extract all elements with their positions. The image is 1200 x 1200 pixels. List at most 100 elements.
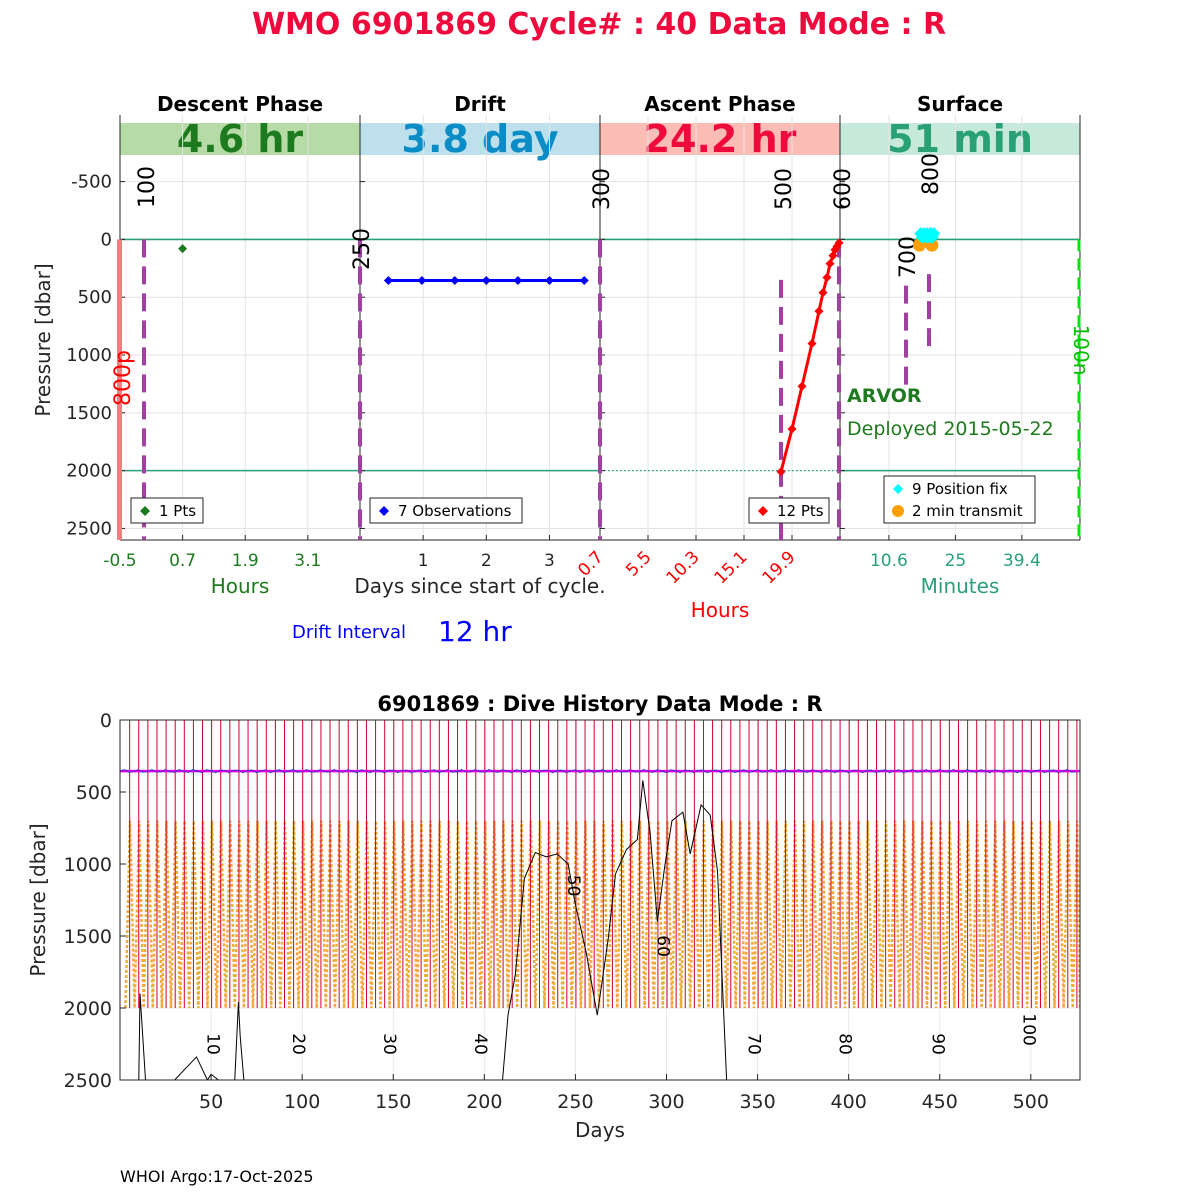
dive-history-title: 6901869 : Dive History Data Mode : R xyxy=(377,692,822,716)
ascent-xtick-label: 5.5 xyxy=(622,547,655,580)
surface-marker-label-right: 800 xyxy=(919,153,944,195)
descent-point xyxy=(178,244,188,254)
dive-xtick-label: 400 xyxy=(831,1091,867,1113)
cycle-label: 90 xyxy=(927,1033,947,1055)
ascent-legend-marker xyxy=(758,506,768,516)
cycle-ytick-label: 500 xyxy=(78,287,112,308)
ascent-point xyxy=(814,306,824,316)
surface-xlabel: Minutes xyxy=(921,574,1000,598)
ascent-xlabel: Hours xyxy=(691,598,750,622)
dive-xtick-label: 350 xyxy=(739,1091,775,1113)
cycle-label: 40 xyxy=(470,1033,490,1055)
drift-point xyxy=(579,275,589,285)
deployment-date: Deployed 2015-05-22 xyxy=(847,418,1054,440)
descent-duration: 4.6 hr xyxy=(177,117,304,161)
drift-point xyxy=(513,275,523,285)
cycle-ytick-label: 1500 xyxy=(66,403,112,424)
drift-pressure-trace xyxy=(120,768,1077,774)
drift-point xyxy=(544,275,554,285)
cycle-ytick-label: 2000 xyxy=(66,461,112,482)
drift-point xyxy=(417,275,427,285)
drift-point xyxy=(481,275,491,285)
cycle-ytick-label: 2500 xyxy=(66,518,112,539)
descent-legend-label: 1 Pts xyxy=(159,502,196,520)
ascent-xtick-label: 19.9 xyxy=(759,547,800,588)
dive-xtick-label: 150 xyxy=(375,1091,411,1113)
dive-ytick-label: 0 xyxy=(100,710,112,732)
dive-history-frame xyxy=(119,719,1081,1081)
cycle-label: 70 xyxy=(743,1033,763,1055)
drift-point xyxy=(383,275,393,285)
surface-xtick-label: 25 xyxy=(945,551,967,571)
cycle-label: 60 xyxy=(652,935,672,957)
drift-xtick-label: 2 xyxy=(481,551,492,571)
drift-duration-band xyxy=(360,123,600,155)
ascent-point xyxy=(787,424,797,434)
dive-xtick-label: 200 xyxy=(466,1091,502,1113)
ascent-point xyxy=(818,288,828,298)
cycle-yticks: -500 0 500 1000 1500 2000 2500 xyxy=(66,172,112,540)
drift-xlabel: Days since start of cycle. xyxy=(354,574,605,598)
surface-phase-title: Surface xyxy=(917,92,1003,116)
dive-history-chart: 6901869 : Dive History Data Mode : R 10 2… xyxy=(26,692,1081,1142)
ascent-marker-label-right: 600 xyxy=(831,168,856,210)
surface-side-label: 100n xyxy=(1069,325,1093,376)
footer-text: WHOI Argo:17-Oct-2025 xyxy=(120,1167,314,1186)
surface-xtick-label: 39.4 xyxy=(1003,551,1041,571)
dive-xtick-label: 500 xyxy=(1013,1091,1049,1113)
drift-phase-title: Drift xyxy=(454,92,506,116)
cycle-ylabel: Pressure [dbar] xyxy=(31,263,55,416)
surface-legend-marker xyxy=(893,484,903,494)
ascent-phase-title: Ascent Phase xyxy=(644,92,795,116)
cycle-label: 30 xyxy=(379,1033,399,1055)
surface-legend-marker xyxy=(892,505,904,517)
cycle-label: 20 xyxy=(288,1033,308,1055)
cycle-ytick-label: 1000 xyxy=(66,345,112,366)
ascent-duration-band xyxy=(600,123,840,155)
cycle-ytick-label: -500 xyxy=(71,172,112,193)
descent-marker-label: 100 xyxy=(135,166,160,208)
descent-start-bar xyxy=(117,239,122,540)
surface-legend-label: 9 Position fix xyxy=(912,480,1008,498)
cycle-ytick-label: 0 xyxy=(101,229,112,250)
surface-legend-box xyxy=(883,475,1036,524)
drift-legend-marker xyxy=(379,506,389,516)
descent-legend-box xyxy=(130,497,204,524)
dive-ytick-label: 500 xyxy=(76,782,112,804)
drift-duration: 3.8 day xyxy=(402,117,559,161)
descent-side-label: 800p xyxy=(111,350,136,406)
surface-legend: 9 Position fix 2 min transmit xyxy=(883,475,1036,524)
ascent-xtick-label: 10.3 xyxy=(663,547,704,588)
dive-ytick-label: 2000 xyxy=(64,998,112,1020)
descent-xtick-label: 1.9 xyxy=(232,551,259,571)
ascent-duration: 24.2 hr xyxy=(644,117,797,161)
drift-legend: 7 Observations xyxy=(369,497,523,524)
drift-marker-label-right: 300 xyxy=(590,168,615,210)
ascent-marker-label-left: 500 xyxy=(772,168,797,210)
drift-point xyxy=(450,275,460,285)
dive-history-line xyxy=(138,780,728,1080)
ascent-point xyxy=(776,467,786,477)
descent-xtick-label: 0.7 xyxy=(169,551,196,571)
dive-ytick-label: 1000 xyxy=(64,854,112,876)
descent-duration-band xyxy=(120,123,360,155)
position-fix-point xyxy=(925,230,939,244)
cycle-label: 100 xyxy=(1019,1013,1039,1045)
ascent-point xyxy=(797,381,807,391)
descent-legend-marker xyxy=(140,506,150,516)
dive-xtick-label: 250 xyxy=(557,1091,593,1113)
descent-phase-title: Descent Phase xyxy=(157,92,323,116)
figure-title: WMO 6901869 Cycle# : 40 Data Mode : R xyxy=(252,7,946,42)
drift-interval-value: 12 hr xyxy=(438,615,512,648)
descent-xtick-label: -0.5 xyxy=(103,551,136,571)
cycle-label: 50 xyxy=(563,875,583,897)
surface-duration: 51 min xyxy=(887,117,1033,161)
dive-history-axes: 50 100 150 200 250 300 350 400 450 500 0 500 1000 150… xyxy=(64,710,1049,1113)
ascent-legend-label: 12 Pts xyxy=(777,502,824,520)
cycle-label: 80 xyxy=(835,1033,855,1055)
